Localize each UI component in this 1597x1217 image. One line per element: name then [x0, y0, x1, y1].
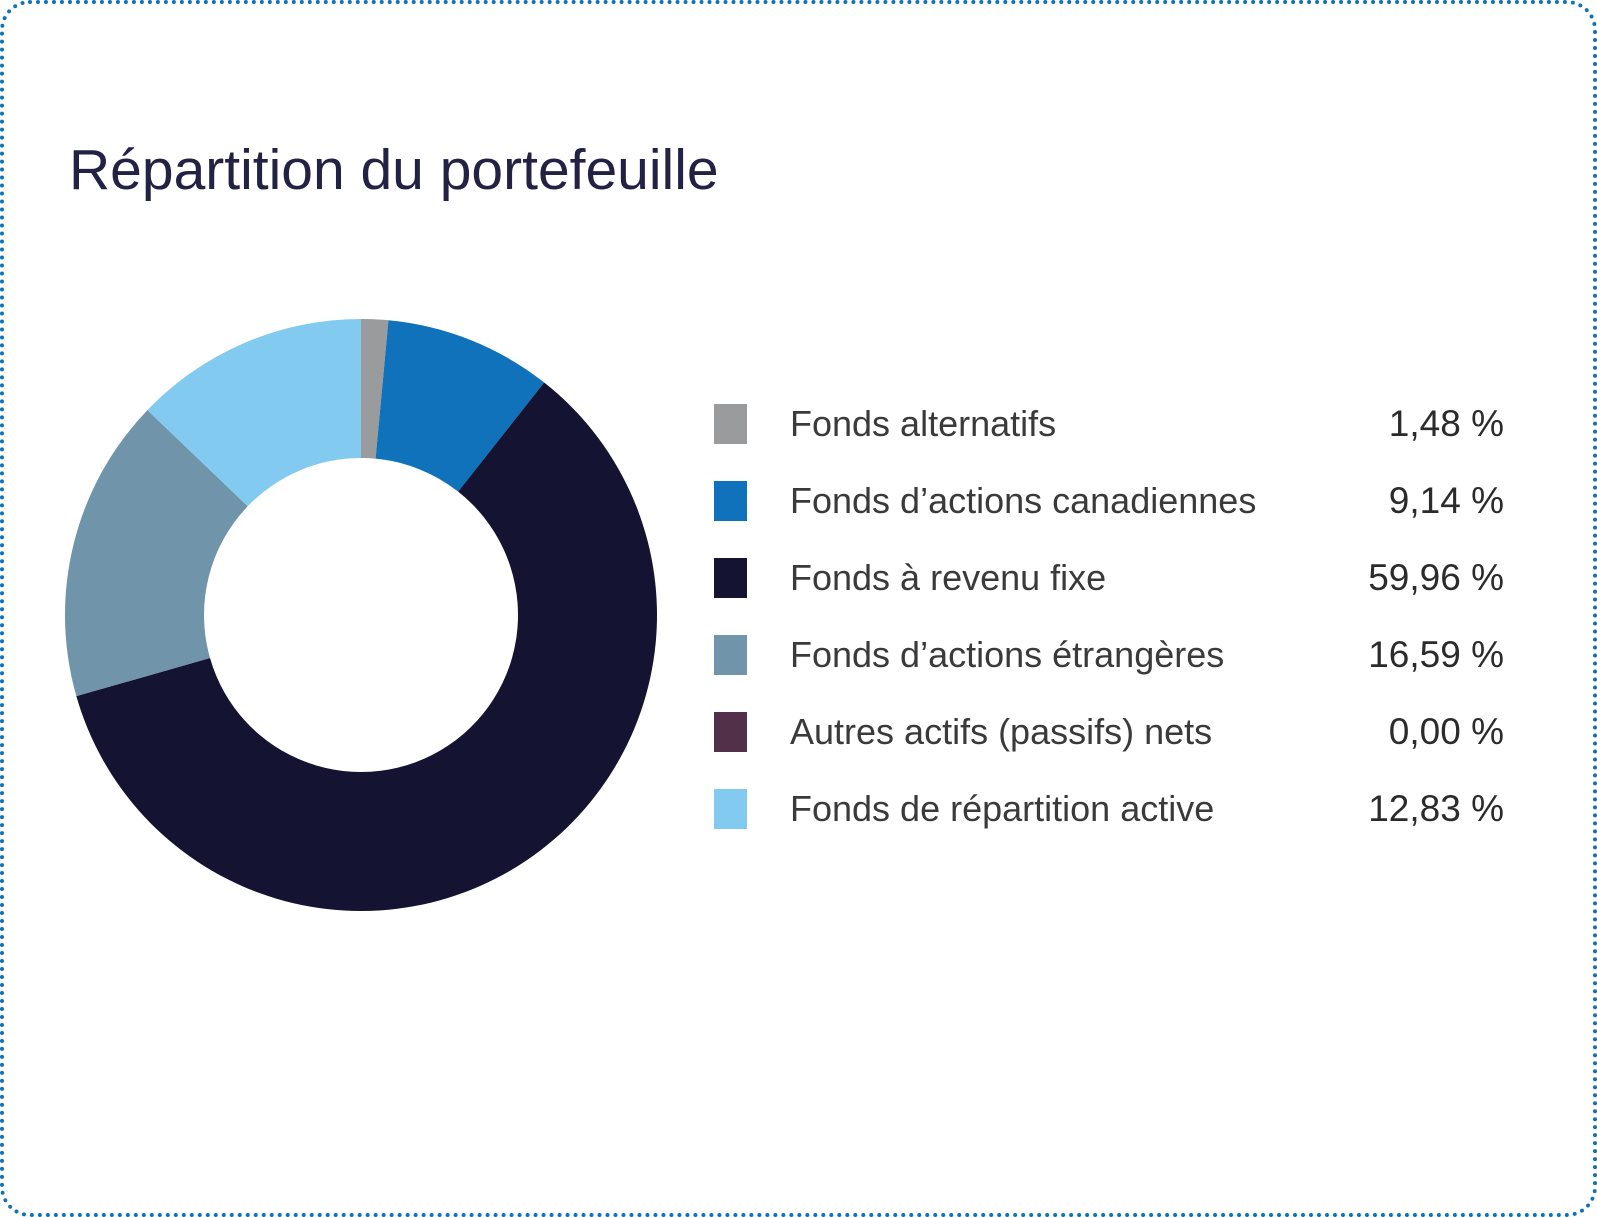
legend-label: Fonds d’actions canadiennes — [790, 480, 1257, 521]
legend-label: Fonds d’actions étrangères — [790, 634, 1225, 675]
chart-legend: Fonds alternatifs 1,48 % Fonds d’actions… — [714, 399, 1504, 834]
legend-label: Fonds à revenu fixe — [790, 557, 1107, 598]
legend-value: 1,48 % — [1388, 403, 1504, 444]
legend-label: Fonds de répartition active — [790, 788, 1215, 829]
donut-slice — [76, 382, 657, 911]
legend-swatch — [714, 635, 747, 675]
legend-swatch — [714, 712, 747, 752]
legend-swatch — [714, 404, 747, 444]
legend-value: 59,96 % — [1368, 557, 1504, 598]
legend-value: 12,83 % — [1368, 788, 1504, 829]
legend-item: Autres actifs (passifs) nets 0,00 % — [714, 707, 1504, 757]
legend-value: 0,00 % — [1388, 711, 1504, 752]
donut-slice — [147, 319, 361, 507]
chart-title: Répartition du portefeuille — [69, 138, 719, 202]
donut-slice — [64, 410, 248, 697]
legend-label: Fonds alternatifs — [790, 403, 1057, 444]
legend-swatch — [714, 481, 747, 521]
legend-swatch — [714, 789, 747, 829]
legend-item: Fonds de répartition active 12,83 % — [714, 784, 1504, 834]
legend-value: 9,14 % — [1388, 480, 1504, 521]
legend-label: Autres actifs (passifs) nets — [790, 711, 1213, 752]
donut-slice — [361, 319, 389, 459]
donut-slice — [375, 320, 545, 492]
legend-item: Fonds à revenu fixe 59,96 % — [714, 553, 1504, 603]
legend-item: Fonds d’actions étrangères 16,59 % — [714, 630, 1504, 680]
legend-value: 16,59 % — [1368, 634, 1504, 675]
legend-item: Fonds d’actions canadiennes 9,14 % — [714, 476, 1504, 526]
legend-item: Fonds alternatifs 1,48 % — [714, 399, 1504, 449]
legend-swatch — [714, 558, 747, 598]
donut-chart — [64, 319, 657, 911]
